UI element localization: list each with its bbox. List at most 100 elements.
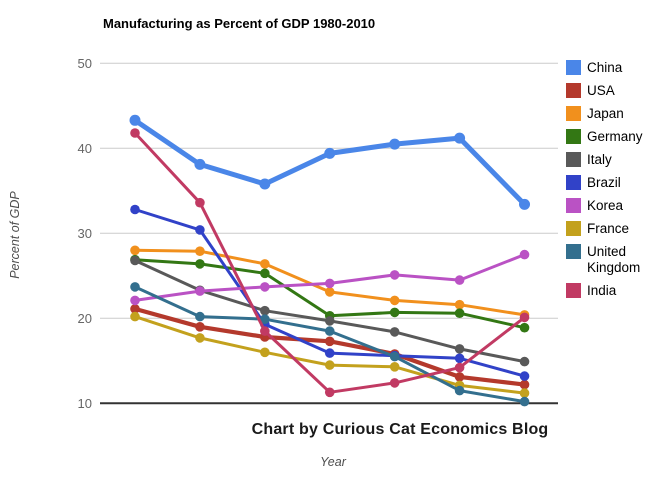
data-point-japan-2000 (389, 295, 400, 306)
legend-item-france: France (566, 221, 654, 237)
data-point-china-1985 (194, 158, 206, 170)
data-point-italy-1980 (130, 255, 140, 266)
legend-item-india: India (566, 283, 654, 299)
legend-label-italy: Italy (587, 152, 612, 167)
legend-swatch-italy (566, 152, 581, 167)
data-point-japan-1980 (130, 245, 140, 256)
data-point-germany-1985 (195, 259, 205, 269)
data-point-korea-2000 (389, 270, 400, 280)
data-point-japan-1995 (324, 287, 335, 297)
data-point-united-kingdom-2010 (519, 396, 530, 407)
y-tick-label-40: 40 (78, 141, 92, 156)
legend-label-brazil: Brazil (587, 175, 621, 190)
data-point-france-1990 (260, 347, 270, 358)
data-point-india-2000 (389, 378, 400, 388)
chart-title: Manufacturing as Percent of GDP 1980-201… (103, 16, 376, 31)
data-point-china-1980 (129, 114, 141, 126)
legend-item-germany: Germany (566, 129, 654, 145)
watermark-credit: Chart by Curious Cat Economics Blog (251, 421, 549, 438)
legend-swatch-united-kingdom (566, 244, 581, 259)
data-point-italy-2010 (519, 356, 530, 367)
legend-item-united-kingdom: United Kingdom (566, 244, 654, 276)
legend-label-france: France (587, 221, 630, 236)
legend-label-china: China (587, 60, 623, 75)
data-point-usa-1995 (324, 336, 335, 347)
data-point-france-2000 (389, 362, 400, 372)
data-point-france-1995 (324, 360, 335, 370)
legend-label-india: India (587, 283, 617, 298)
data-point-india-1990 (260, 326, 270, 336)
data-point-china-1995 (324, 147, 336, 159)
data-point-united-kingdom-1980 (130, 282, 140, 292)
legend-swatch-japan (566, 106, 581, 121)
data-point-united-kingdom-1995 (324, 326, 335, 336)
legend-label-germany: Germany (587, 129, 643, 144)
data-point-germany-2000 (389, 307, 400, 318)
data-point-germany-1990 (260, 268, 270, 279)
data-point-brazil-2005 (454, 353, 465, 364)
legend-item-japan: Japan (566, 106, 654, 122)
data-point-brazil-1995 (324, 348, 335, 358)
data-point-united-kingdom-2000 (389, 351, 400, 362)
data-point-brazil-1980 (130, 204, 140, 215)
data-point-india-2005 (454, 362, 465, 373)
data-point-china-1990 (259, 178, 271, 190)
legend-swatch-france (566, 221, 581, 236)
data-point-india-1980 (130, 128, 140, 138)
legend-item-korea: Korea (566, 198, 654, 214)
data-point-india-1985 (195, 197, 205, 208)
data-point-france-1980 (130, 311, 140, 322)
data-point-japan-1990 (260, 259, 270, 269)
y-tick-label-20: 20 (78, 311, 92, 326)
data-point-korea-1990 (260, 282, 270, 292)
data-point-usa-1980 (130, 304, 140, 314)
data-point-korea-2010 (519, 249, 530, 260)
data-point-italy-2000 (389, 327, 400, 337)
legend-item-italy: Italy (566, 152, 654, 168)
data-point-brazil-2010 (519, 371, 530, 381)
legend-label-usa: USA (587, 83, 615, 98)
data-point-italy-1995 (324, 316, 335, 326)
data-point-germany-2005 (454, 308, 465, 319)
y-tick-label-10: 10 (78, 396, 92, 411)
data-point-united-kingdom-1985 (195, 311, 205, 322)
legend-label-united-kingdom: United Kingdom (587, 244, 641, 275)
legend: China USA Japan Germany Italy Brazil Korea Fran… (566, 60, 654, 306)
data-point-usa-2005 (454, 372, 465, 382)
data-point-japan-2005 (454, 299, 465, 310)
y-tick-label-30: 30 (78, 226, 92, 241)
data-point-china-2005 (454, 132, 466, 144)
data-point-united-kingdom-1990 (260, 314, 270, 325)
data-point-italy-1990 (260, 305, 270, 316)
data-point-india-1995 (324, 387, 335, 398)
data-point-france-1985 (195, 333, 205, 343)
legend-item-china: China (566, 60, 654, 76)
data-point-france-2010 (519, 388, 530, 398)
legend-swatch-germany (566, 129, 581, 144)
data-point-japan-1985 (195, 246, 205, 256)
data-point-korea-2005 (454, 275, 465, 285)
series-line-china (132, 117, 528, 207)
data-point-brazil-1985 (195, 225, 205, 235)
legend-item-usa: USA (566, 83, 654, 99)
legend-swatch-usa (566, 83, 581, 98)
legend-label-japan: Japan (587, 106, 624, 121)
legend-swatch-india (566, 283, 581, 298)
x-axis-title: Year (320, 455, 346, 469)
legend-label-korea: Korea (587, 198, 624, 213)
legend-item-brazil: Brazil (566, 175, 654, 191)
data-point-india-2010 (519, 312, 530, 323)
legend-swatch-brazil (566, 175, 581, 190)
data-point-china-2000 (389, 138, 401, 150)
data-point-united-kingdom-2005 (454, 385, 465, 396)
data-point-korea-1995 (324, 278, 335, 289)
data-point-china-2010 (519, 198, 531, 210)
legend-swatch-china (566, 60, 581, 75)
y-tick-label-50: 50 (78, 56, 92, 71)
data-point-germany-2010 (519, 322, 530, 333)
data-point-korea-1985 (195, 286, 205, 296)
data-point-korea-1980 (130, 295, 140, 306)
data-point-italy-2005 (454, 344, 465, 354)
data-point-usa-1985 (195, 322, 205, 332)
